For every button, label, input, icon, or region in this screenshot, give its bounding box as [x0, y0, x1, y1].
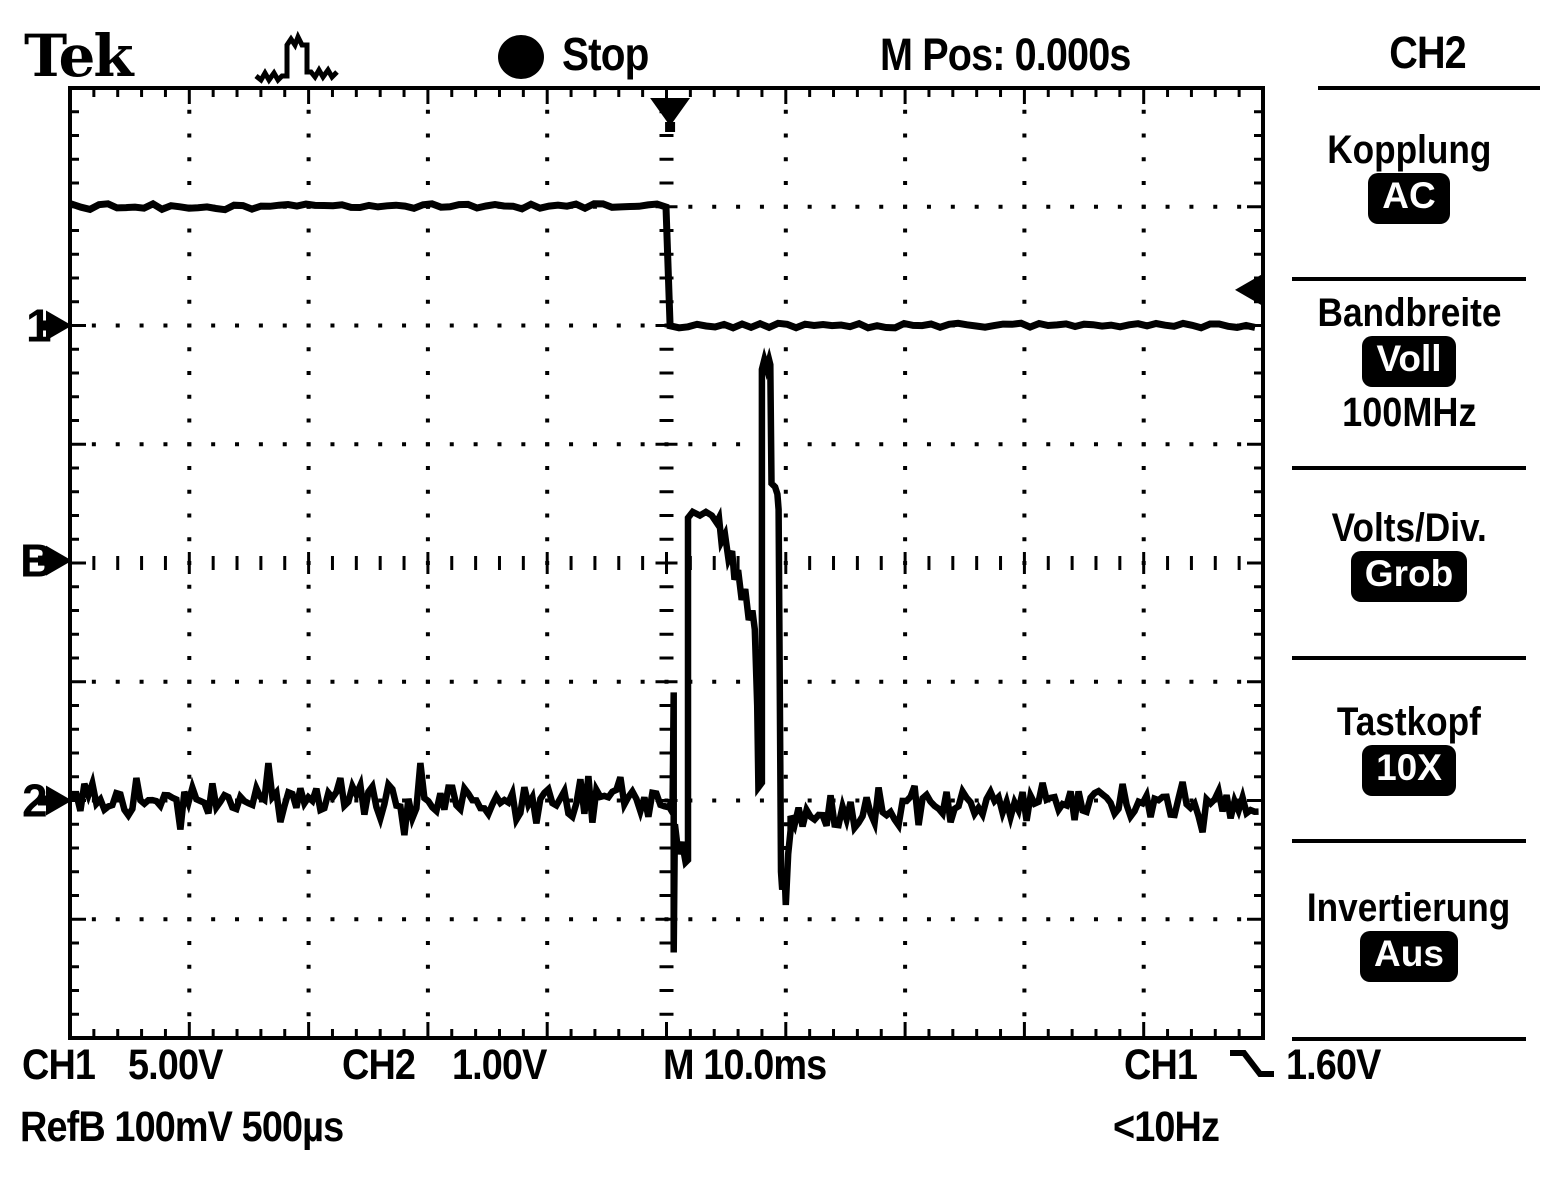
menu-label: Volts/Div.: [1331, 506, 1487, 550]
acquisition-state: Stop: [562, 28, 649, 80]
svg-text:1: 1: [26, 300, 52, 352]
svg-text:B: B: [20, 535, 53, 587]
trigger-level-marker[interactable]: [1235, 274, 1261, 305]
menu-value-button[interactable]: Aus: [1360, 931, 1458, 982]
trigger-level-readout: 1.60V: [1286, 1041, 1381, 1089]
refb-position-marker[interactable]: B: [20, 535, 72, 587]
trigger-coupling-readout: <10Hz: [1113, 1103, 1220, 1151]
ch2-scale-value: 1.00V: [452, 1041, 547, 1089]
menu-label: Invertierung: [1307, 886, 1511, 930]
ch1-position-marker[interactable]: 1: [26, 300, 72, 352]
timebase-readout: M 10.0ms: [663, 1041, 827, 1089]
menu-item-volts-div: Volts/Div. Grob: [1278, 506, 1540, 602]
menu-divider: [1292, 466, 1526, 470]
graticule-border: [68, 86, 1265, 1040]
menu-value-button[interactable]: Grob: [1350, 551, 1468, 602]
menu-divider: [1292, 1037, 1526, 1041]
ch1-scale-label: CH1: [22, 1041, 96, 1089]
menu-label: Bandbreite: [1317, 291, 1501, 335]
menu-divider: [1292, 277, 1526, 281]
trigger-position-marker[interactable]: [650, 98, 691, 132]
svg-text:2: 2: [22, 775, 48, 827]
falling-edge-icon: [1230, 1050, 1274, 1077]
menu-divider: [1292, 839, 1526, 843]
menu-item-bandbreite: Bandbreite Voll 100MHz: [1278, 291, 1540, 436]
ch1-scale-value: 5.00V: [128, 1041, 223, 1089]
menu-item-tastkopf: Tastkopf 10X: [1278, 700, 1540, 796]
ch2-position-marker[interactable]: 2: [22, 775, 72, 827]
ch2-scale-label: CH2: [342, 1041, 416, 1089]
menu-divider: [1292, 656, 1526, 660]
tek-logo: Tek: [24, 22, 134, 90]
menu-item-kopplung: Kopplung AC: [1278, 128, 1540, 224]
ch2-noise-burst-trace: [69, 347, 1259, 953]
trigger-source-readout: CH1: [1124, 1041, 1198, 1089]
menu-value-button[interactable]: Voll: [1362, 336, 1456, 387]
menu-value-button[interactable]: AC: [1368, 173, 1450, 224]
acquisition-stop-icon: [498, 35, 544, 79]
menu-label: Tastkopf: [1336, 700, 1482, 744]
menu-title-ch2: CH2: [1389, 27, 1467, 78]
horizontal-position-readout: M Pos: 0.000s: [880, 29, 1131, 80]
menu-value-button[interactable]: 10X: [1362, 745, 1456, 796]
menu-label: Kopplung: [1326, 128, 1492, 172]
menu-title-underline: [1318, 86, 1540, 90]
refb-scale-readout: RefB 100mV 500µs: [20, 1103, 344, 1151]
pulse-waveform-icon: [254, 30, 339, 85]
menu-item-invertierung: Invertierung Aus: [1278, 886, 1540, 982]
ch1-waveform-trace: [68, 199, 1256, 332]
menu-sub-value: 100MHz: [1341, 389, 1477, 435]
